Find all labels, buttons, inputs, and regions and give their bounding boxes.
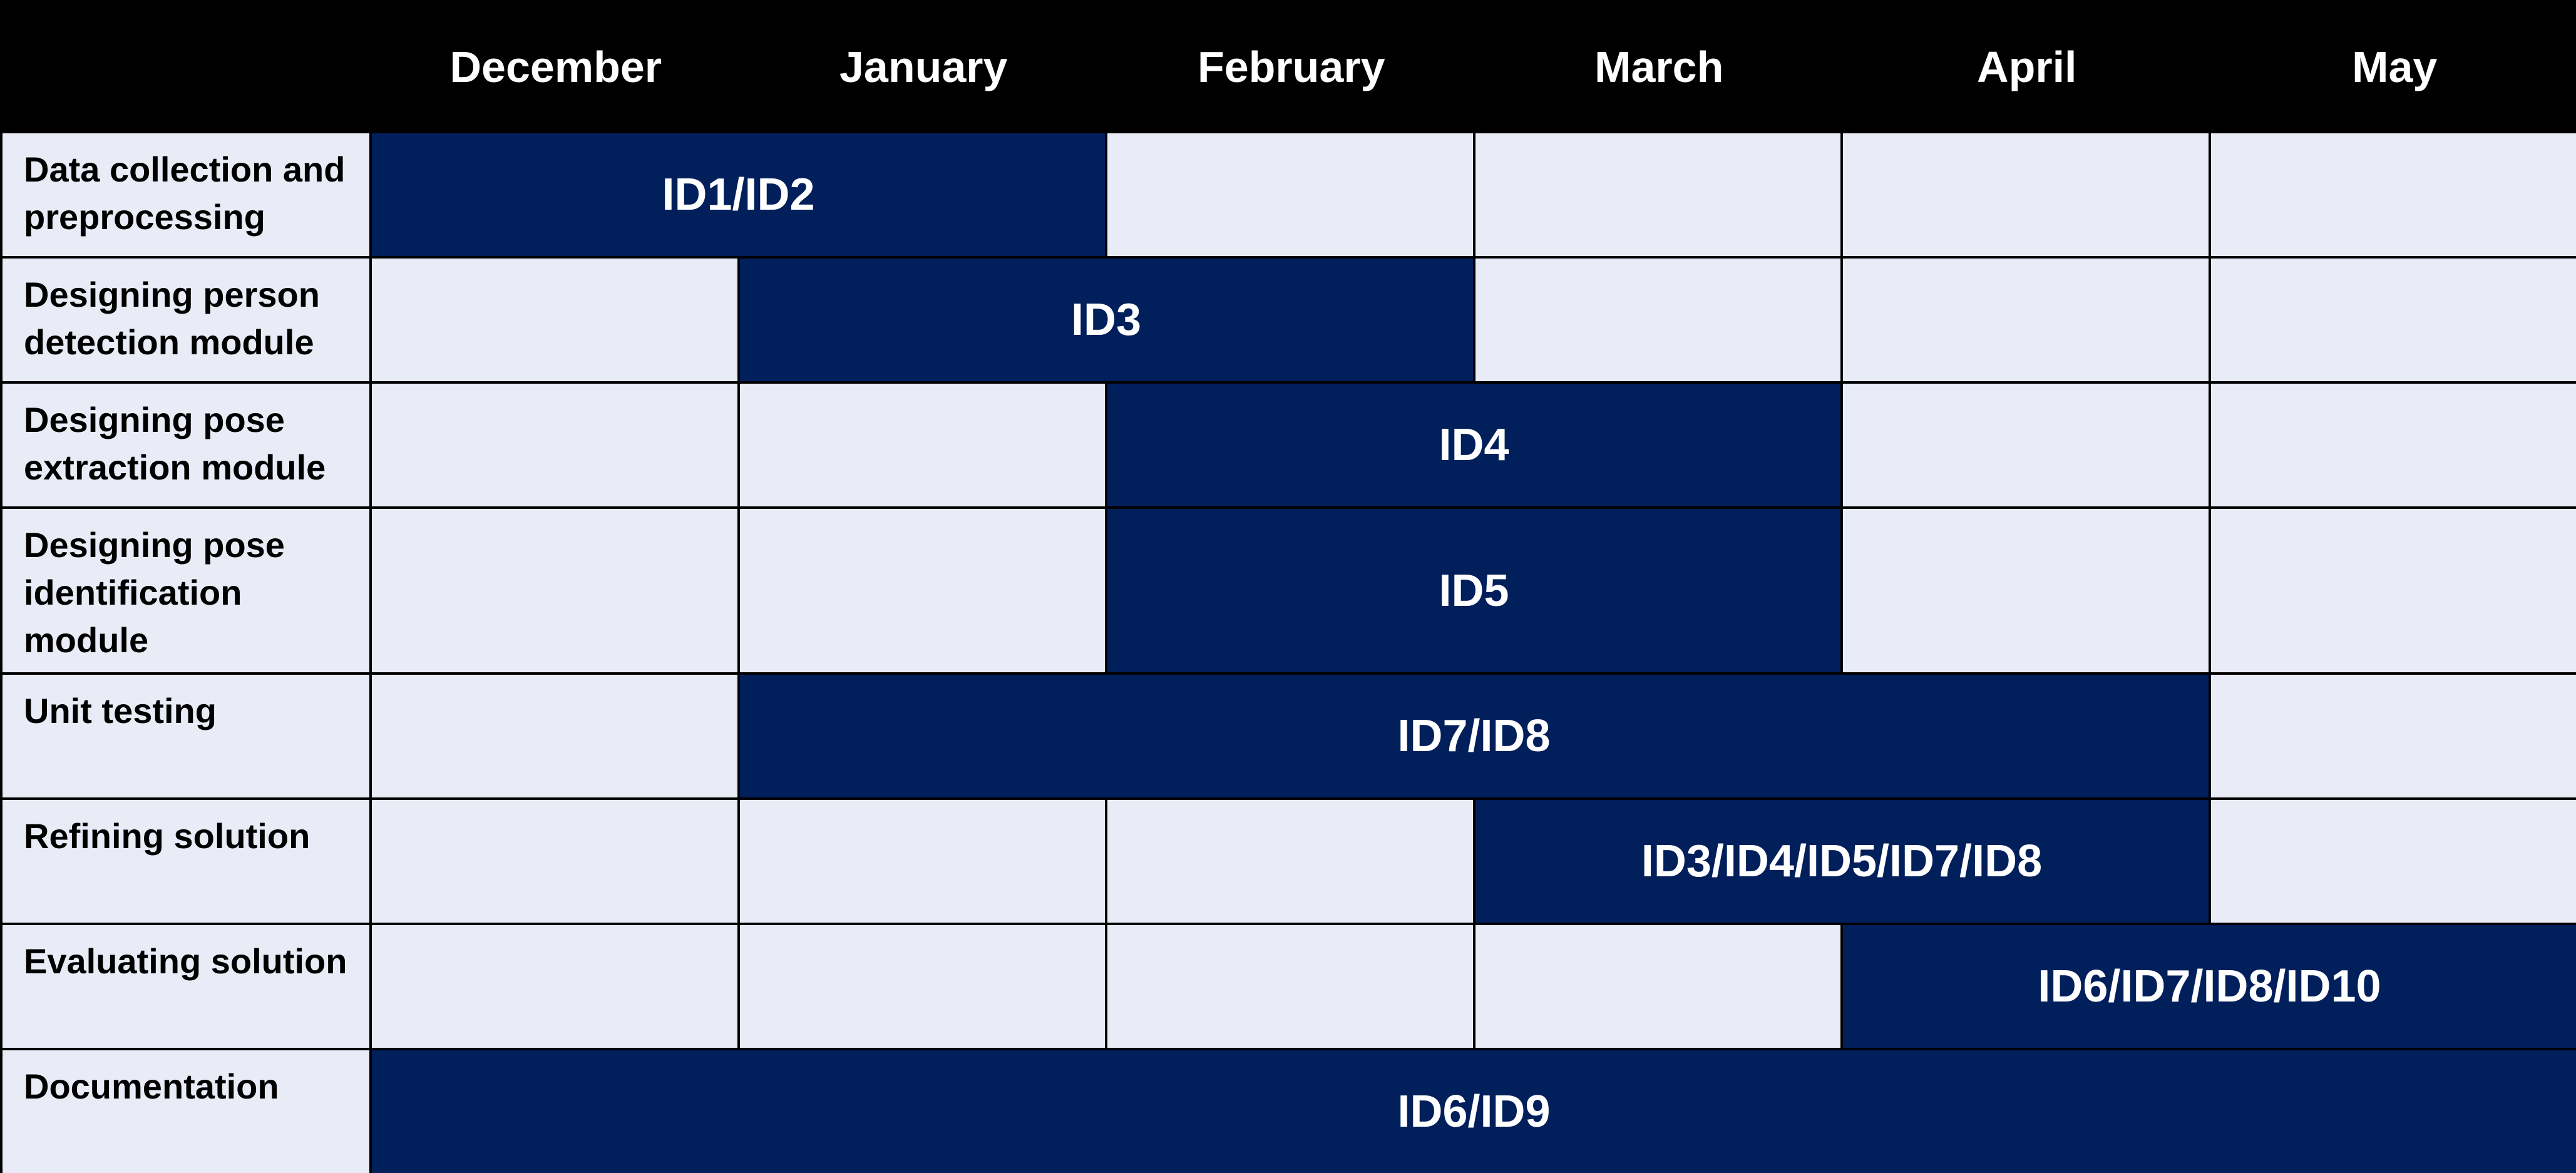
empty-cell — [2210, 381, 2576, 506]
empty-cell — [2210, 256, 2576, 381]
month-header-april: April — [1843, 3, 2211, 131]
task-label: Designing person detection module — [3, 256, 372, 381]
empty-cell — [1475, 923, 1843, 1048]
task-label: Designing pose extraction module — [3, 381, 372, 506]
month-header-december: December — [372, 3, 740, 131]
task-bar: ID1/ID2 — [372, 131, 1107, 256]
task-bar: ID4 — [1107, 381, 1843, 506]
task-label: Designing pose identification module — [3, 506, 372, 672]
task-bar: ID3 — [739, 256, 1475, 381]
task-label: Unit testing — [3, 672, 372, 797]
month-header-may: May — [2210, 3, 2576, 131]
empty-cell — [2210, 797, 2576, 923]
empty-cell — [2210, 672, 2576, 797]
empty-cell — [739, 797, 1107, 923]
empty-cell — [739, 923, 1107, 1048]
empty-cell — [372, 797, 740, 923]
task-label: Data collection and preprocessing — [3, 131, 372, 256]
task-bar: ID7/ID8 — [739, 672, 2211, 797]
empty-cell — [1843, 256, 2211, 381]
task-bar: ID6/ID7/ID8/ID10 — [1843, 923, 2576, 1048]
empty-cell — [372, 381, 740, 506]
empty-cell — [1843, 506, 2211, 672]
month-header-february: February — [1107, 3, 1475, 131]
task-bar: ID6/ID9 — [372, 1048, 2576, 1173]
empty-cell — [739, 506, 1107, 672]
empty-cell — [739, 381, 1107, 506]
empty-cell — [2210, 506, 2576, 672]
empty-cell — [1843, 131, 2211, 256]
empty-cell — [372, 256, 740, 381]
month-header-january: January — [739, 3, 1107, 131]
task-label: Refining solution — [3, 797, 372, 923]
empty-cell — [1107, 131, 1475, 256]
empty-cell — [372, 923, 740, 1048]
empty-cell — [1475, 256, 1843, 381]
empty-cell — [1843, 381, 2211, 506]
task-bar: ID5 — [1107, 506, 1843, 672]
task-label: Documentation — [3, 1048, 372, 1173]
header-corner — [3, 3, 372, 131]
empty-cell — [372, 672, 740, 797]
month-header-march: March — [1475, 3, 1843, 131]
empty-cell — [372, 506, 740, 672]
empty-cell — [1107, 923, 1475, 1048]
task-bar: ID3/ID4/ID5/ID7/ID8 — [1475, 797, 2211, 923]
task-label: Evaluating solution — [3, 923, 372, 1048]
empty-cell — [1107, 797, 1475, 923]
empty-cell — [2210, 131, 2576, 256]
empty-cell — [1475, 131, 1843, 256]
